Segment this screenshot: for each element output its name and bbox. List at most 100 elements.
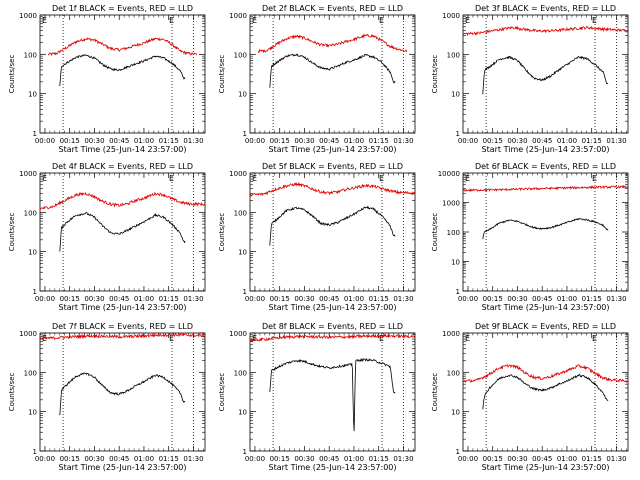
y-axis-label: Counts/sec: [8, 213, 16, 252]
flag-letter-start: E: [42, 334, 47, 343]
series-lld: [463, 364, 628, 384]
panel-3: Det 3f BLACK = Events, RED = LLD 1 10 100 10…: [431, 4, 629, 154]
x-tick-label: 00:45: [319, 455, 339, 463]
x-tick-label: 01:00: [134, 455, 154, 463]
panel-1: Det 1f BLACK = Events, RED = LLD 1 10 100 10…: [8, 4, 206, 154]
x-tick-label: 01:00: [557, 137, 577, 145]
series-events: [269, 357, 396, 432]
series-lld: [257, 33, 408, 54]
x-tick-label: 00:15: [60, 455, 80, 463]
x-tick-label: 00:00: [245, 455, 265, 463]
x-axis-label: Start Time (25-Jun-14 23:57:00): [269, 303, 397, 312]
y-tick-label: 10: [451, 259, 460, 267]
x-tick-label: 00:45: [319, 137, 339, 145]
series-lld: [40, 191, 205, 210]
series-lld: [463, 184, 628, 193]
y-tick-label: 100: [447, 51, 460, 59]
series-lld: [250, 333, 415, 343]
flag-letter-end: E: [379, 174, 384, 183]
flag-letter-start: E: [252, 16, 257, 25]
x-tick-label: 01:30: [183, 455, 203, 463]
flag-letter-start: E: [465, 174, 470, 183]
y-tick-label: 10: [238, 91, 247, 99]
x-tick-label: 00:45: [109, 295, 129, 303]
y-axis-label: Counts/sec: [218, 373, 226, 412]
y-axis-label: Counts/sec: [8, 55, 16, 94]
flag-letter-end: E: [379, 16, 384, 25]
panel-5: Det 5f BLACK = Events, RED = LLD 1 10 100 10…: [218, 162, 416, 312]
x-tick-label: 00:15: [60, 295, 80, 303]
x-tick-label: 00:45: [532, 295, 552, 303]
x-tick-label: 00:45: [109, 455, 129, 463]
x-tick-label: 01:15: [159, 455, 179, 463]
x-tick-label: 01:15: [159, 295, 179, 303]
y-tick-label: 1000: [229, 12, 247, 20]
y-axis-label: Counts/sec: [431, 55, 439, 94]
y-axis-label: Counts/sec: [218, 55, 226, 94]
x-tick-label: 00:30: [84, 295, 104, 303]
flag-letter-start: E: [42, 16, 47, 25]
y-tick-label: 10000: [438, 170, 460, 178]
panel-6: Det 6f BLACK = Events, RED = LLD 1 10 100 10…: [431, 162, 629, 312]
y-tick-label: 1: [243, 448, 247, 456]
panel-8: Det 8f BLACK = Events, RED = LLD 1 10 100 10…: [218, 322, 416, 472]
panel-title: Det 5f BLACK = Events, RED = LLD: [262, 162, 403, 171]
x-tick-label: 01:15: [582, 137, 602, 145]
y-tick-label: 10: [28, 91, 37, 99]
series-events: [269, 205, 396, 246]
x-tick-label: 01:30: [393, 455, 413, 463]
y-tick-label: 100: [447, 369, 460, 377]
x-axis-label: Start Time (25-Jun-14 23:57:00): [269, 145, 397, 154]
x-axis-label: Start Time (25-Jun-14 23:57:00): [59, 145, 187, 154]
series-events: [269, 53, 396, 88]
y-tick-label: 1000: [19, 330, 37, 338]
y-tick-label: 1000: [19, 12, 37, 20]
x-tick-label: 01:15: [582, 455, 602, 463]
y-tick-label: 10: [238, 409, 247, 417]
y-tick-label: 1: [456, 448, 460, 456]
y-tick-label: 1: [33, 288, 37, 296]
y-tick-label: 100: [24, 369, 37, 377]
panel-title: Det 2f BLACK = Events, RED = LLD: [262, 4, 403, 13]
x-axis-label: Start Time (25-Jun-14 23:57:00): [59, 463, 187, 472]
x-tick-label: 01:30: [606, 137, 626, 145]
x-tick-label: 01:15: [369, 137, 389, 145]
x-tick-label: 01:00: [344, 295, 364, 303]
x-tick-label: 01:15: [369, 455, 389, 463]
y-tick-label: 1000: [19, 170, 37, 178]
x-axis-label: Start Time (25-Jun-14 23:57:00): [59, 303, 187, 312]
x-tick-label: 01:00: [134, 137, 154, 145]
series-events: [59, 372, 186, 416]
x-tick-label: 00:00: [245, 137, 265, 145]
x-tick-label: 00:15: [60, 137, 80, 145]
panel-title: Det 9f BLACK = Events, RED = LLD: [475, 322, 616, 331]
y-tick-label: 1: [456, 288, 460, 296]
plot-frame: [462, 14, 629, 134]
series-lld: [47, 36, 198, 57]
flag-letter-end: E: [592, 334, 597, 343]
x-tick-label: 00:30: [507, 455, 527, 463]
series-events: [59, 211, 186, 252]
y-tick-label: 100: [234, 51, 247, 59]
y-tick-label: 1000: [229, 170, 247, 178]
x-tick-label: 01:30: [183, 295, 203, 303]
x-tick-label: 00:30: [294, 295, 314, 303]
flag-letter-end: E: [169, 16, 174, 25]
y-tick-label: 100: [234, 209, 247, 217]
y-tick-label: 100: [447, 229, 460, 237]
panel-title: Det 7f BLACK = Events, RED = LLD: [52, 322, 193, 331]
y-tick-label: 1000: [442, 330, 460, 338]
x-tick-label: 00:30: [294, 137, 314, 145]
series-lld: [40, 333, 205, 341]
x-axis-label: Start Time (25-Jun-14 23:57:00): [482, 463, 610, 472]
x-axis-label: Start Time (25-Jun-14 23:57:00): [482, 145, 610, 154]
x-tick-label: 00:30: [84, 137, 104, 145]
flag-letter-start: E: [465, 334, 470, 343]
plot-frame: [249, 172, 416, 292]
x-axis-label: Start Time (25-Jun-14 23:57:00): [482, 303, 610, 312]
y-tick-label: 100: [234, 369, 247, 377]
x-tick-label: 01:30: [183, 137, 203, 145]
x-tick-label: 00:15: [270, 137, 290, 145]
x-tick-label: 01:15: [159, 137, 179, 145]
